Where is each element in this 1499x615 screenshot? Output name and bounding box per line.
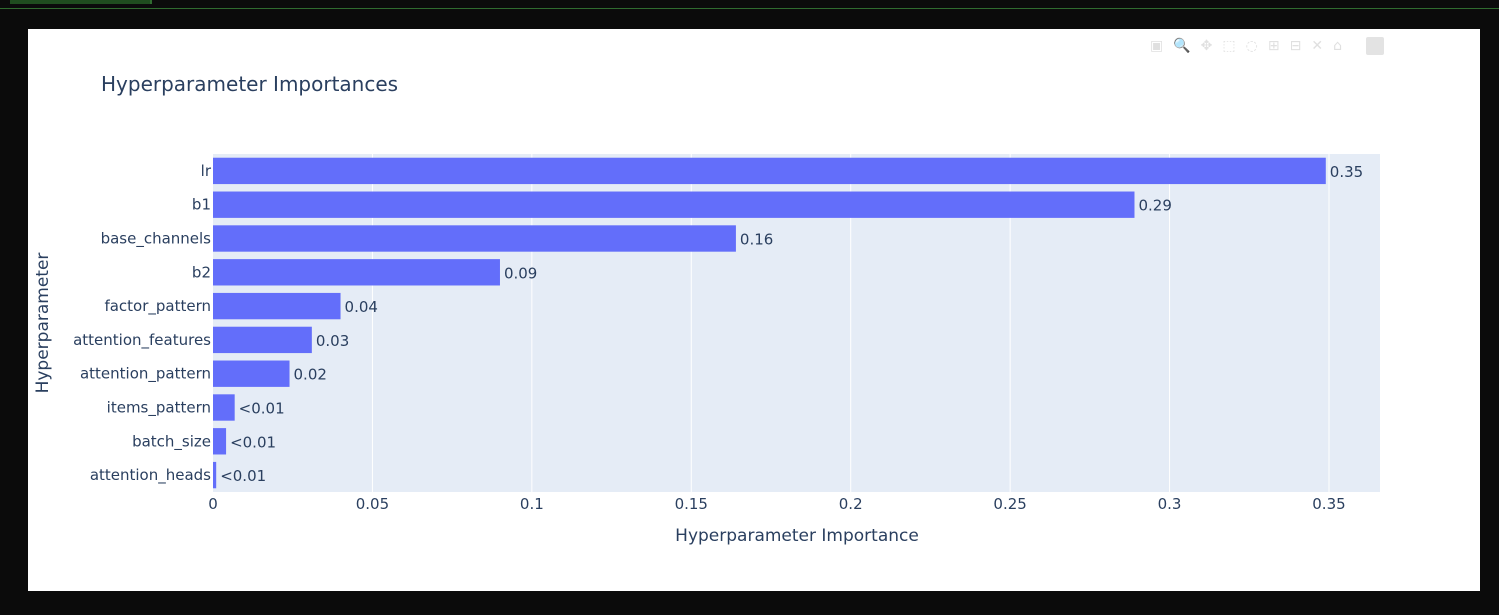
bar-value-label: 0.35 xyxy=(1330,163,1363,181)
bar[interactable] xyxy=(213,461,217,489)
y-tick-label: b1 xyxy=(192,196,211,214)
bar[interactable] xyxy=(213,259,500,286)
bar[interactable] xyxy=(213,394,235,421)
bar-value-label: 0.04 xyxy=(345,298,378,316)
x-tick-label: 0.1 xyxy=(520,495,544,513)
bar-value-label: 0.16 xyxy=(740,231,773,249)
x-tick-labels: 0 0.05 0.1 0.15 0.2 0.25 0.3 0.35 xyxy=(208,495,1345,513)
y-tick-label: b2 xyxy=(192,263,211,281)
plotly-logo-icon[interactable] xyxy=(1365,37,1384,55)
x-tick-label: 0.2 xyxy=(839,495,863,513)
y-tick-label: attention_features xyxy=(73,331,211,350)
top-strip xyxy=(0,0,1499,9)
camera-icon[interactable]: ▣ xyxy=(1150,38,1164,54)
y-tick-label: lr xyxy=(201,162,212,180)
y-tick-label: batch_size xyxy=(132,432,211,451)
bar[interactable] xyxy=(213,157,1326,185)
bar-value-label: <0.01 xyxy=(239,400,285,418)
x-tick-label: 0.15 xyxy=(675,495,708,513)
zoom-out-icon[interactable]: ⊟ xyxy=(1289,38,1302,54)
output-tab[interactable] xyxy=(10,0,152,4)
x-tick-label: 0.25 xyxy=(993,495,1026,513)
data-labels: 0.35 0.29 0.16 0.09 0.04 0.03 0.02 <0.01 <0.01 <0… xyxy=(220,163,1363,485)
pan-icon[interactable]: ✥ xyxy=(1200,38,1213,54)
modebar: ▣ 🔍 ✥ ⬚ ◌ ⊞ ⊟ ✕ ⌂ xyxy=(1150,36,1384,56)
bar[interactable] xyxy=(213,191,1135,218)
x-tick-label: 0.05 xyxy=(356,495,389,513)
reset-axes-icon[interactable]: ⌂ xyxy=(1333,38,1342,54)
autoscale-icon[interactable]: ✕ xyxy=(1311,38,1324,54)
y-tick-label: attention_heads xyxy=(90,466,211,485)
x-tick-label: 0 xyxy=(208,495,218,513)
y-tick-labels: lr b1 base_channels b2 factor_patternattenti… xyxy=(73,162,212,485)
bars[interactable] xyxy=(213,157,1326,489)
bar-value-label: <0.01 xyxy=(230,433,276,451)
x-axis-title: Hyperparameter Importance xyxy=(675,526,919,546)
hyperparameter-importance-chart[interactable]: lr b1 base_channels b2 factor_patternattenti… xyxy=(28,29,1480,591)
x-tick-label: 0.3 xyxy=(1158,495,1182,513)
bar-value-label: 0.03 xyxy=(316,332,349,350)
lasso-icon[interactable]: ◌ xyxy=(1245,38,1258,54)
bar-value-label: 0.09 xyxy=(504,264,537,282)
zoom-in-icon[interactable]: ⊞ xyxy=(1267,38,1280,54)
bar[interactable] xyxy=(213,360,290,387)
bar[interactable] xyxy=(213,326,312,354)
y-tick-label: attention_pattern xyxy=(80,365,211,384)
box-select-icon[interactable]: ⬚ xyxy=(1222,38,1236,54)
bar[interactable] xyxy=(213,292,341,320)
bar[interactable] xyxy=(213,225,736,252)
y-tick-label: factor_pattern xyxy=(104,297,211,316)
zoom-icon[interactable]: 🔍 xyxy=(1173,38,1191,54)
y-axis-title: Hyperparameter xyxy=(33,253,53,394)
chart-title: Hyperparameter Importances xyxy=(101,72,398,96)
bar-value-label: <0.01 xyxy=(220,467,266,485)
bar-value-label: 0.29 xyxy=(1138,197,1171,215)
bar-value-label: 0.02 xyxy=(294,366,327,384)
y-tick-label: items_pattern xyxy=(107,399,211,418)
bar[interactable] xyxy=(213,428,227,455)
x-tick-label: 0.35 xyxy=(1312,495,1345,513)
y-tick-label: base_channels xyxy=(101,230,212,249)
